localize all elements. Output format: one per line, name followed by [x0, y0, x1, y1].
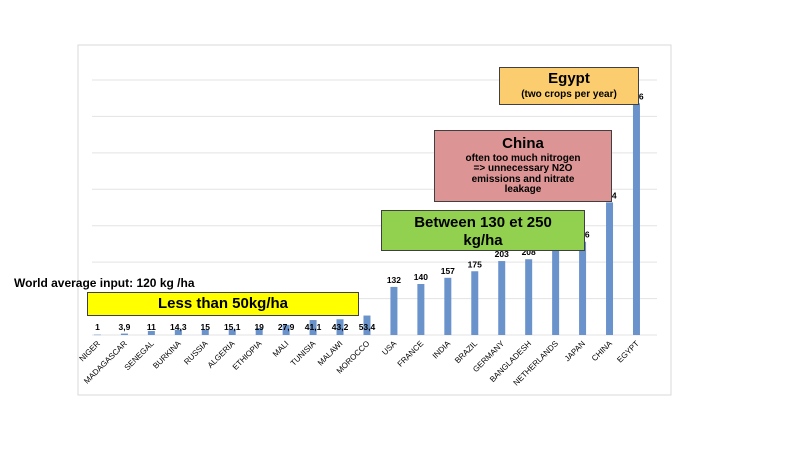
annotation-low-range: Less than 50kg/ha — [87, 292, 359, 316]
bar-bangladesh — [525, 259, 533, 335]
bar-niger — [93, 334, 101, 336]
value-label-senegal: 11 — [147, 322, 156, 332]
bar-china — [606, 202, 614, 335]
world-average-label: World average input: 120 kg /ha — [14, 276, 195, 290]
plot-frame — [77, 44, 672, 396]
bar-russia — [201, 329, 209, 335]
annotation-china-line-1: often too much nitrogen — [465, 152, 581, 164]
value-label-france: 140 — [414, 272, 428, 282]
x-tick-china: CHINA — [590, 339, 614, 363]
bar-senegal — [147, 330, 155, 335]
value-label-bangladesh: 208 — [522, 247, 536, 257]
x-tick-india: INDIA — [431, 339, 453, 361]
annotation-china: China often too much nitrogen => unneces… — [434, 130, 612, 202]
x-tick-usa: USA — [380, 339, 398, 357]
bar-egypt — [632, 103, 640, 335]
bar-tunisia — [309, 320, 317, 335]
bar-india — [444, 277, 452, 335]
annotation-china-line-2: => unnecessary N2O — [473, 163, 573, 175]
x-tick-egypt: EGYPT — [615, 339, 641, 365]
bar-brazil — [471, 271, 479, 335]
bar-france — [417, 284, 425, 335]
annotation-china-line-3: emissions and nitrate — [471, 173, 575, 185]
value-label-usa: 132 — [387, 275, 401, 285]
bar-mali — [282, 324, 290, 335]
value-label-algeria: 15,1 — [224, 322, 241, 332]
bar-burkina — [174, 329, 182, 335]
x-tick-tunisia: TUNISIA — [289, 339, 318, 368]
bar-germany — [498, 261, 506, 335]
bar-ethiopia — [255, 328, 263, 335]
bar-usa — [390, 286, 398, 335]
x-tick-burkina: BURKINA — [151, 339, 183, 371]
x-tick-ethiopia: ETHIOPIA — [231, 339, 264, 372]
x-tick-japan: JAPAN — [563, 339, 587, 363]
annotation-egypt-subtitle: (two crops per year) — [521, 88, 617, 100]
value-label-india: 157 — [441, 266, 455, 276]
value-label-burkina: 14,3 — [170, 322, 187, 332]
bar-madagascar — [120, 333, 128, 335]
bar-morocco — [363, 315, 371, 335]
x-tick-senegal: SENEGAL — [123, 339, 156, 372]
annotation-medium-range: Between 130 et 250 kg/ha — [381, 210, 585, 251]
value-label-russia: 15 — [201, 322, 211, 332]
x-tick-niger: NIGER — [78, 339, 102, 363]
annotation-egypt-title: Egypt — [548, 70, 590, 87]
x-tick-france: FRANCE — [396, 339, 426, 369]
value-label-niger: 1 — [95, 322, 100, 332]
x-tick-mali: MALI — [271, 339, 291, 359]
value-label-germany: 203 — [495, 249, 509, 259]
bar-malawi — [336, 319, 344, 335]
annotation-medium-line-2: kg/ha — [463, 231, 503, 249]
annotation-china-title: China — [502, 135, 544, 152]
value-label-madagascar: 3,9 — [119, 322, 131, 332]
annotation-egypt: Egypt (two crops per year) — [499, 67, 639, 105]
annotation-china-line-4: leakage — [504, 184, 542, 196]
value-label-mali: 27,9 — [278, 322, 295, 332]
x-tick-brazil: BRAZIL — [453, 339, 480, 366]
value-label-malawi: 43,2 — [332, 322, 349, 332]
annotation-medium-line-1: Between 130 et 250 — [414, 214, 552, 231]
bars — [93, 103, 640, 336]
annotation-low-text: Less than 50kg/ha — [157, 295, 289, 312]
value-label-morocco: 53,4 — [359, 322, 376, 332]
bar-japan — [579, 241, 587, 335]
value-label-ethiopia: 19 — [254, 322, 264, 332]
bar-netherlands — [552, 250, 560, 335]
value-label-brazil: 175 — [468, 259, 482, 269]
value-label-tunisia: 41,1 — [305, 322, 322, 332]
bar-algeria — [228, 329, 236, 335]
